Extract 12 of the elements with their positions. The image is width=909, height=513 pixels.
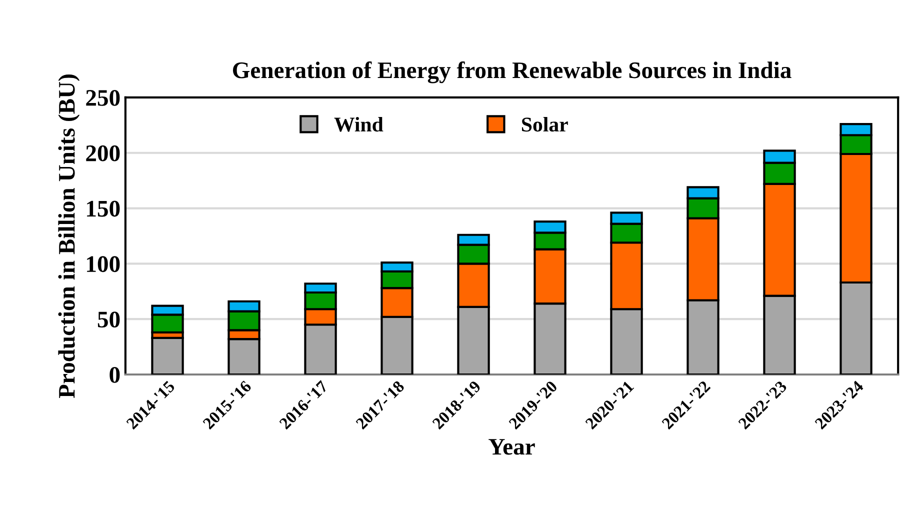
legend-label: Wind xyxy=(334,116,384,132)
y-tick-label: 50 xyxy=(98,312,120,328)
y-tick-label: 200 xyxy=(86,145,120,162)
y-axis-title: Production in Billion Units (BU) xyxy=(58,74,80,398)
y-tick-label: 0 xyxy=(110,366,120,383)
bar xyxy=(151,336,184,374)
x-axis-title: Year xyxy=(488,439,535,455)
chart-title: Generation of Energy from Renewable Sources in India xyxy=(232,61,792,84)
y-tick-label: 250 xyxy=(86,90,120,106)
y-tick-label: 150 xyxy=(87,200,120,217)
legend-label: Solar xyxy=(522,116,568,132)
y-tick-label: 100 xyxy=(87,256,120,272)
